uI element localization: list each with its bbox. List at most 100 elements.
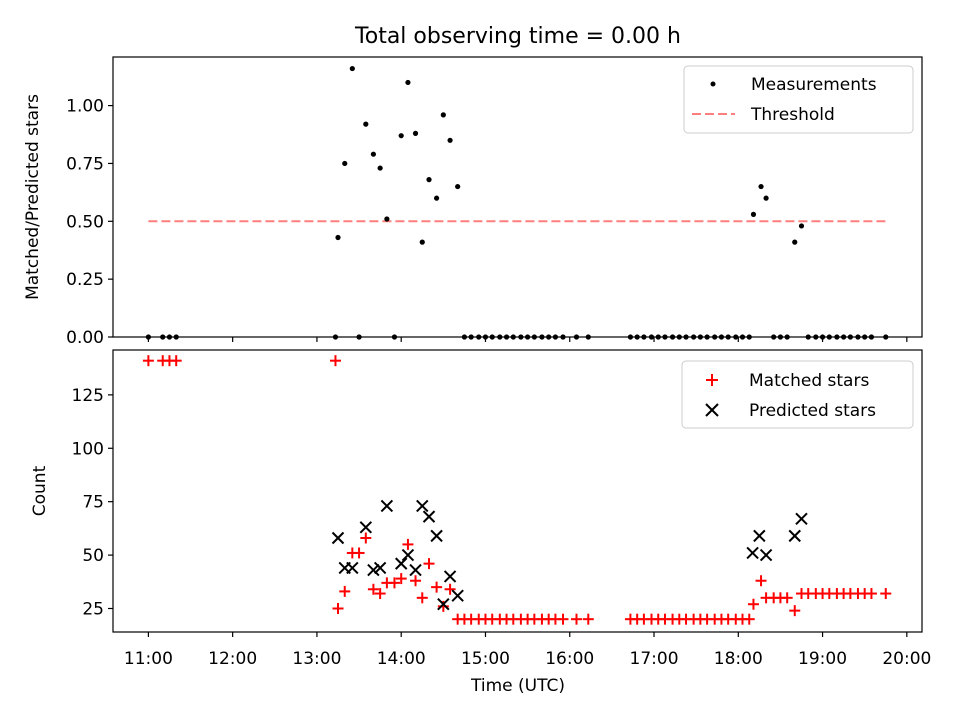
- bottom-y-tick-label: 50: [82, 546, 104, 566]
- bottom-axes-frame: [112, 349, 923, 633]
- measurement-point: [763, 195, 769, 201]
- measurement-point: [412, 130, 419, 136]
- measurement-point: [349, 65, 355, 72]
- measurement-point: [363, 121, 369, 127]
- predicted-star-point: [331, 531, 345, 545]
- measurement-point: [447, 137, 453, 143]
- bottom-y-tick-label: 100: [72, 439, 104, 459]
- matched-star-point: [423, 558, 435, 570]
- bottom-ylabel: Count: [30, 465, 50, 516]
- top-axes-frame: [112, 56, 923, 338]
- predicted-star-point: [409, 563, 422, 577]
- matched-star-point: [142, 355, 154, 367]
- predicted-star-point: [443, 570, 457, 583]
- matched-star-point: [582, 613, 594, 625]
- measurement-point: [335, 234, 341, 241]
- predicted-star-point: [746, 546, 759, 560]
- measurement-point: [377, 165, 383, 171]
- predicted-star-point: [367, 563, 380, 577]
- measurement-point: [434, 195, 440, 201]
- matched-star-point: [402, 538, 414, 550]
- bottom-panel: 11:00 12:00 13:00 14:00 15:00 16:00 17:00 18:00…: [30, 349, 932, 696]
- matched-star-point: [374, 588, 386, 600]
- matched-star-point: [416, 592, 428, 604]
- legend-measurements-label: Measurements: [751, 75, 877, 95]
- measurement-point: [398, 133, 404, 139]
- top-y-tick-label: 1.00: [66, 97, 104, 117]
- legend-measurements-marker: [710, 81, 716, 87]
- predicted-star-point: [430, 529, 443, 543]
- matched-star-point: [332, 603, 344, 614]
- measurement-point: [426, 177, 432, 183]
- bottom-legend[interactable]: Matched stars Predicted stars: [681, 360, 914, 429]
- bottom-y-tick-label: 75: [82, 493, 104, 513]
- matched-star-point: [395, 573, 407, 585]
- matched-star-point: [360, 532, 372, 544]
- x-tick-label: 17:00: [630, 649, 679, 669]
- matched-star-point: [170, 355, 182, 367]
- predicted-star-point: [359, 521, 373, 534]
- top-y-tick-label: 0.00: [66, 328, 104, 348]
- matched-star-point: [444, 583, 456, 595]
- predicted-star-point: [753, 529, 766, 543]
- legend-matched-marker: [706, 374, 718, 386]
- top-legend[interactable]: Measurements Threshold: [683, 65, 914, 134]
- predicted-star-point: [795, 512, 808, 525]
- matched-star-point: [431, 581, 443, 593]
- measurement-point: [455, 183, 461, 190]
- matched-star-point: [557, 613, 569, 625]
- top-legend-box: [683, 65, 914, 134]
- predicted-star-point: [422, 510, 436, 523]
- x-tick-label: 19:00: [798, 649, 847, 669]
- matched-star-point: [570, 613, 582, 625]
- predicted-star-point: [759, 548, 773, 562]
- measurement-point: [440, 112, 446, 118]
- matched-star-point: [339, 585, 351, 597]
- bottom-legend-box: [681, 360, 914, 429]
- x-axis-label: Time (UTC): [470, 676, 565, 696]
- x-tick-label: 16:00: [545, 649, 594, 669]
- measurement-point: [384, 216, 390, 222]
- predicted-star-point: [346, 561, 359, 575]
- measurement-point: [419, 239, 425, 245]
- predicted-star-point: [401, 548, 415, 562]
- bottom-y-tick-label: 25: [82, 600, 104, 620]
- legend-predicted-label: Predicted stars: [749, 401, 876, 421]
- top-axis-ticks: 0.00 0.25 0.50 0.75 1.00: [66, 97, 908, 348]
- measurement-point: [405, 79, 411, 86]
- x-tick-label: 11:00: [124, 649, 173, 669]
- matched-star-points: [142, 355, 892, 625]
- bottom-y-tick-label: 125: [72, 386, 104, 406]
- top-y-tick-label: 0.25: [66, 270, 104, 290]
- matched-star-point: [781, 592, 793, 604]
- predicted-star-point: [788, 529, 801, 543]
- matched-star-point: [367, 583, 379, 595]
- matched-star-point: [743, 613, 755, 625]
- x-tick-label: 20:00: [882, 649, 931, 669]
- figure-title: Total observing time = 0.00 h: [354, 24, 681, 49]
- measurement-point: [792, 239, 798, 245]
- top-y-tick-label: 0.75: [66, 154, 104, 174]
- matched-star-point: [789, 605, 801, 617]
- matched-star-point: [388, 577, 400, 589]
- x-tick-label: 14:00: [377, 649, 426, 669]
- matched-star-point: [747, 598, 759, 610]
- predicted-star-point: [380, 499, 394, 513]
- matched-star-point: [410, 575, 422, 587]
- top-ylabel: Matched/Predicted stars: [23, 94, 43, 300]
- predicted-star-points: [331, 499, 808, 611]
- x-tick-label: 12:00: [208, 649, 257, 669]
- legend-predicted-marker: [705, 403, 719, 417]
- measurement-point: [758, 183, 764, 190]
- x-tick-label: 18:00: [714, 649, 763, 669]
- top-panel: 0.00 0.25 0.50 0.75 1.00 Matched/Predicted s…: [23, 56, 923, 348]
- matched-star-point: [329, 355, 341, 367]
- measurement-point: [798, 223, 805, 229]
- measurement-point: [750, 211, 757, 217]
- x-tick-label: 15:00: [461, 649, 510, 669]
- predicted-star-point: [437, 598, 450, 611]
- bottom-axis-ticks: 11:00 12:00 13:00 14:00 15:00 16:00 17:00 18:00…: [72, 386, 932, 669]
- matched-star-point: [865, 588, 877, 600]
- measurement-point: [342, 160, 348, 167]
